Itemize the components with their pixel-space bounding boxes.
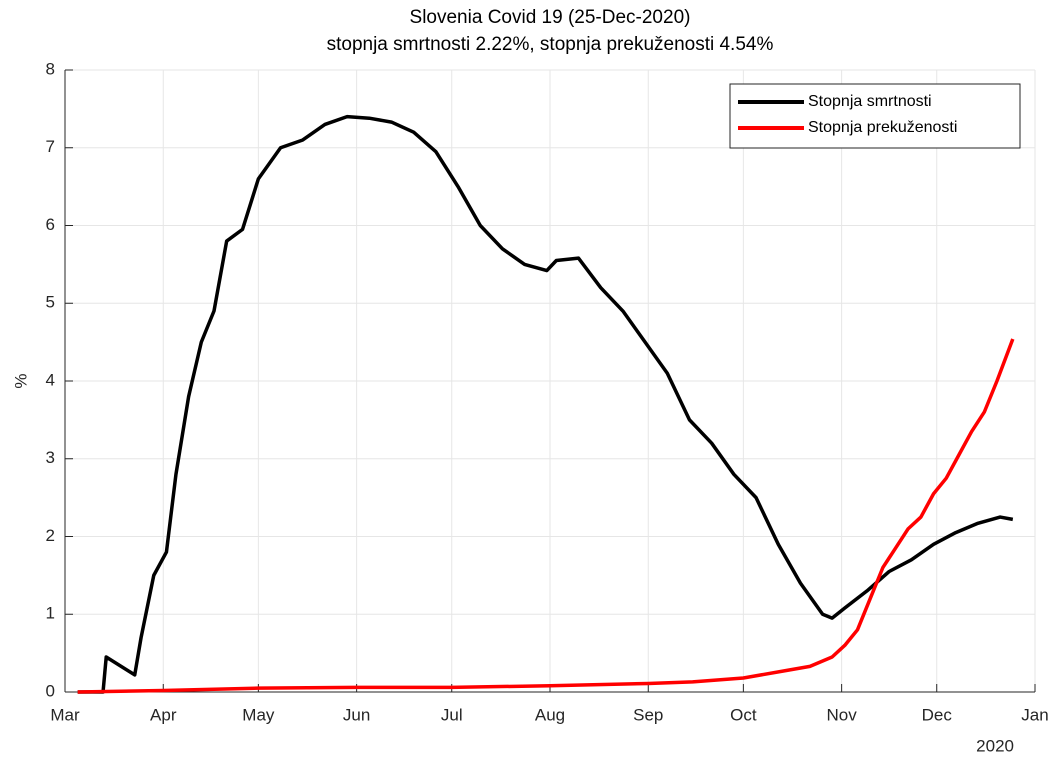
x-tick-label: Jun bbox=[343, 705, 370, 724]
x-tick-label: Jul bbox=[441, 705, 463, 724]
data-line bbox=[77, 338, 1015, 694]
x-tick-label: Oct bbox=[730, 705, 757, 724]
x-year-label: 2020 bbox=[976, 736, 1014, 755]
x-tick-label: Sep bbox=[633, 705, 663, 724]
y-tick-label: 8 bbox=[46, 59, 55, 78]
x-tick-label: Dec bbox=[922, 705, 953, 724]
legend-label: Stopnja smrtnosti bbox=[808, 93, 932, 110]
x-tick-label: Mar bbox=[50, 705, 80, 724]
x-tick-label: Apr bbox=[150, 705, 177, 724]
y-tick-label: 7 bbox=[46, 137, 55, 156]
y-tick-label: 3 bbox=[46, 448, 55, 467]
y-tick-label: 0 bbox=[46, 681, 55, 700]
y-tick-label: 5 bbox=[46, 293, 55, 312]
y-tick-label: 6 bbox=[46, 215, 55, 234]
y-axis-label: % bbox=[11, 373, 30, 388]
chart-title: Slovenia Covid 19 (25-Dec-2020) bbox=[410, 7, 691, 28]
x-tick-label: Jan bbox=[1021, 705, 1048, 724]
data-line bbox=[77, 114, 1014, 694]
y-tick-label: 2 bbox=[46, 526, 55, 545]
y-tick-label: 4 bbox=[46, 370, 55, 389]
x-tick-label: Nov bbox=[827, 705, 858, 724]
legend-label: Stopnja prekuženosti bbox=[808, 119, 957, 136]
legend-box bbox=[729, 83, 1021, 149]
x-tick-label: Aug bbox=[535, 705, 565, 724]
x-tick-label: May bbox=[242, 705, 275, 724]
chart-subtitle: stopnja smrtnosti 2.22%, stopnja prekuže… bbox=[327, 34, 774, 55]
y-tick-label: 1 bbox=[46, 604, 55, 623]
